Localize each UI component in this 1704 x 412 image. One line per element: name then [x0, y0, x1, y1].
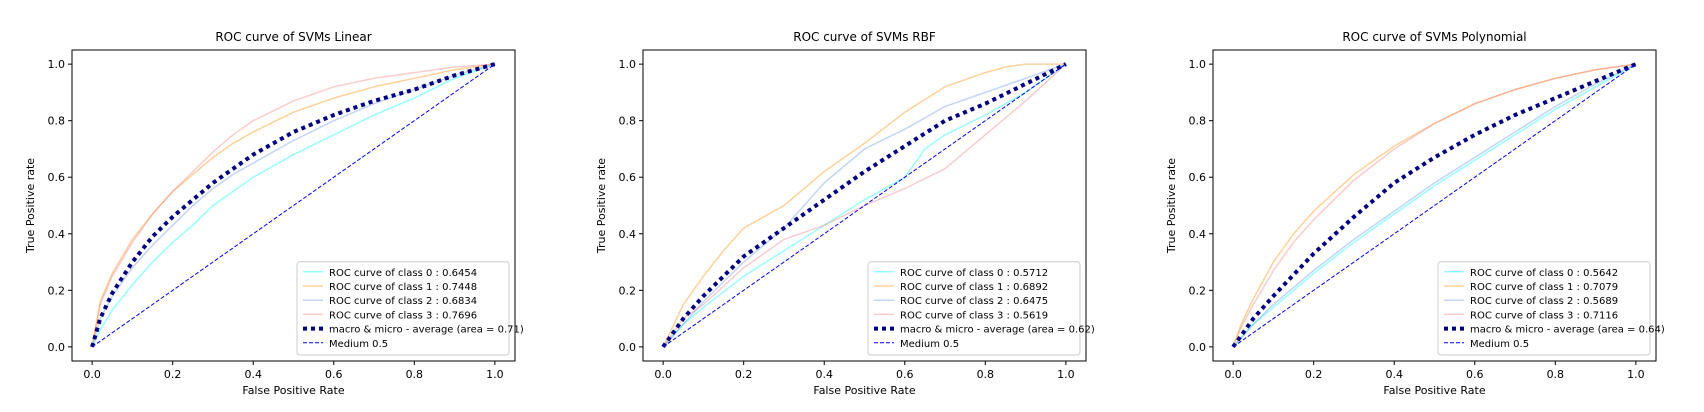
x-tick-label: 0.6 — [1466, 368, 1484, 381]
y-tick-label: 0.8 — [619, 115, 637, 128]
legend-label-5: Medium 0.5 — [900, 339, 959, 350]
legend-label-4: macro & micro - average (area = 0.62) — [900, 325, 1095, 336]
legend-label-0: ROC curve of class 0 : 0.5642 — [1470, 268, 1618, 279]
series-line-3 — [91, 63, 495, 348]
y-tick-label: 0.0 — [619, 341, 637, 354]
series-line-0 — [662, 63, 1067, 348]
series-line-2 — [662, 63, 1067, 348]
y-tick-label: 1.0 — [1189, 58, 1207, 71]
y-tick-label: 0.4 — [48, 228, 66, 241]
legend-label-2: ROC curve of class 2 : 0.5689 — [1470, 296, 1618, 307]
y-axis-label: True Positive rate — [24, 158, 37, 254]
y-tick-label: 0.6 — [1189, 171, 1207, 184]
x-tick-label: 0.8 — [1547, 368, 1565, 381]
y-tick-label: 0.2 — [48, 284, 66, 297]
chart-panel-1: 0.0 0.2 0.4 0.6 0.8 1.0 0.0 0.2 0.4 0.6 0.8 1.0 ROC … — [595, 30, 1095, 397]
x-tick-label: 0.0 — [1224, 368, 1242, 381]
series-line-4 — [90, 62, 496, 348]
x-tick-label: 0.6 — [325, 368, 343, 381]
legend-label-3: ROC curve of class 3 : 0.5619 — [900, 310, 1048, 321]
x-tick-label: 0.0 — [83, 368, 101, 381]
legend — [867, 261, 1081, 356]
legend-label-4: macro & micro - average (area = 0.71) — [329, 325, 524, 336]
x-tick-label: 0.4 — [815, 368, 833, 381]
legend-label-5: Medium 0.5 — [1470, 339, 1529, 350]
x-tick-label: 0.6 — [896, 368, 914, 381]
y-axis-label: True Positive rate — [595, 158, 608, 254]
y-tick-label: 1.0 — [619, 58, 637, 71]
legend-label-5: Medium 0.5 — [329, 339, 388, 350]
x-tick-label: 1.0 — [1627, 368, 1645, 381]
x-tick-label: 0.2 — [1305, 368, 1323, 381]
series-line-5 — [91, 63, 496, 348]
series-line-3 — [1232, 63, 1637, 348]
x-tick-label: 0.2 — [735, 368, 753, 381]
chart-title: ROC curve of SVMs RBF — [793, 30, 936, 44]
chart-panel-0: 0.0 0.2 0.4 0.6 0.8 1.0 0.0 0.2 0.4 0.6 0.8 1.0 ROC … — [24, 30, 524, 397]
series-line-4 — [661, 62, 1067, 349]
x-axis-label: False Positive Rate — [813, 384, 915, 397]
series-line-4 — [1231, 62, 1637, 349]
x-tick-label: 0.4 — [244, 368, 262, 381]
legend — [296, 261, 510, 356]
legend-label-0: ROC curve of class 0 : 0.5712 — [900, 268, 1048, 279]
legend-label-4: macro & micro - average (area = 0.64) — [1470, 325, 1665, 336]
y-tick-label: 0.2 — [1189, 284, 1207, 297]
series-line-1 — [1232, 63, 1637, 348]
chart-panel-2: 0.0 0.2 0.4 0.6 0.8 1.0 0.0 0.2 0.4 0.6 0.8 1.0 ROC … — [1165, 30, 1665, 397]
legend-label-2: ROC curve of class 2 : 0.6834 — [329, 296, 477, 307]
y-axis-label: True Positive rate — [1165, 158, 1178, 254]
y-tick-label: 0.0 — [48, 341, 66, 354]
series-line-5 — [1232, 63, 1637, 348]
y-tick-label: 0.4 — [619, 228, 637, 241]
series-line-5 — [662, 63, 1067, 348]
x-tick-label: 1.0 — [1057, 368, 1075, 381]
series-line-0 — [91, 63, 496, 348]
legend-label-3: ROC curve of class 3 : 0.7696 — [329, 310, 477, 321]
y-tick-label: 0.8 — [1189, 115, 1207, 128]
legend-label-3: ROC curve of class 3 : 0.7116 — [1470, 310, 1618, 321]
x-tick-label: 0.0 — [654, 368, 672, 381]
y-tick-label: 0.4 — [1189, 228, 1207, 241]
y-tick-label: 0.2 — [619, 284, 637, 297]
y-tick-label: 0.0 — [1189, 341, 1207, 354]
series-line-1 — [662, 63, 1066, 348]
y-tick-label: 0.6 — [619, 171, 637, 184]
series-line-2 — [1232, 63, 1637, 348]
x-axis-label: False Positive Rate — [1383, 384, 1485, 397]
chart-title: ROC curve of SVMs Linear — [215, 30, 371, 44]
series-line-0 — [1232, 63, 1637, 348]
x-tick-label: 0.2 — [164, 368, 182, 381]
legend-label-1: ROC curve of class 1 : 0.7079 — [1470, 282, 1618, 293]
legend-label-2: ROC curve of class 2 : 0.6475 — [900, 296, 1048, 307]
y-tick-label: 0.8 — [48, 115, 66, 128]
legend-label-0: ROC curve of class 0 : 0.6454 — [329, 268, 477, 279]
legend — [1437, 261, 1651, 356]
x-tick-label: 0.4 — [1385, 368, 1403, 381]
x-axis-label: False Positive Rate — [242, 384, 344, 397]
chart-title: ROC curve of SVMs Polynomial — [1342, 30, 1526, 44]
x-tick-label: 0.8 — [406, 368, 424, 381]
series-line-1 — [91, 63, 496, 348]
y-tick-label: 1.0 — [48, 58, 66, 71]
legend-label-1: ROC curve of class 1 : 0.6892 — [900, 282, 1048, 293]
x-tick-label: 0.8 — [977, 368, 995, 381]
x-tick-label: 1.0 — [486, 368, 504, 381]
series-line-3 — [662, 63, 1067, 348]
legend-label-1: ROC curve of class 1 : 0.7448 — [329, 282, 477, 293]
y-tick-label: 0.6 — [48, 171, 66, 184]
